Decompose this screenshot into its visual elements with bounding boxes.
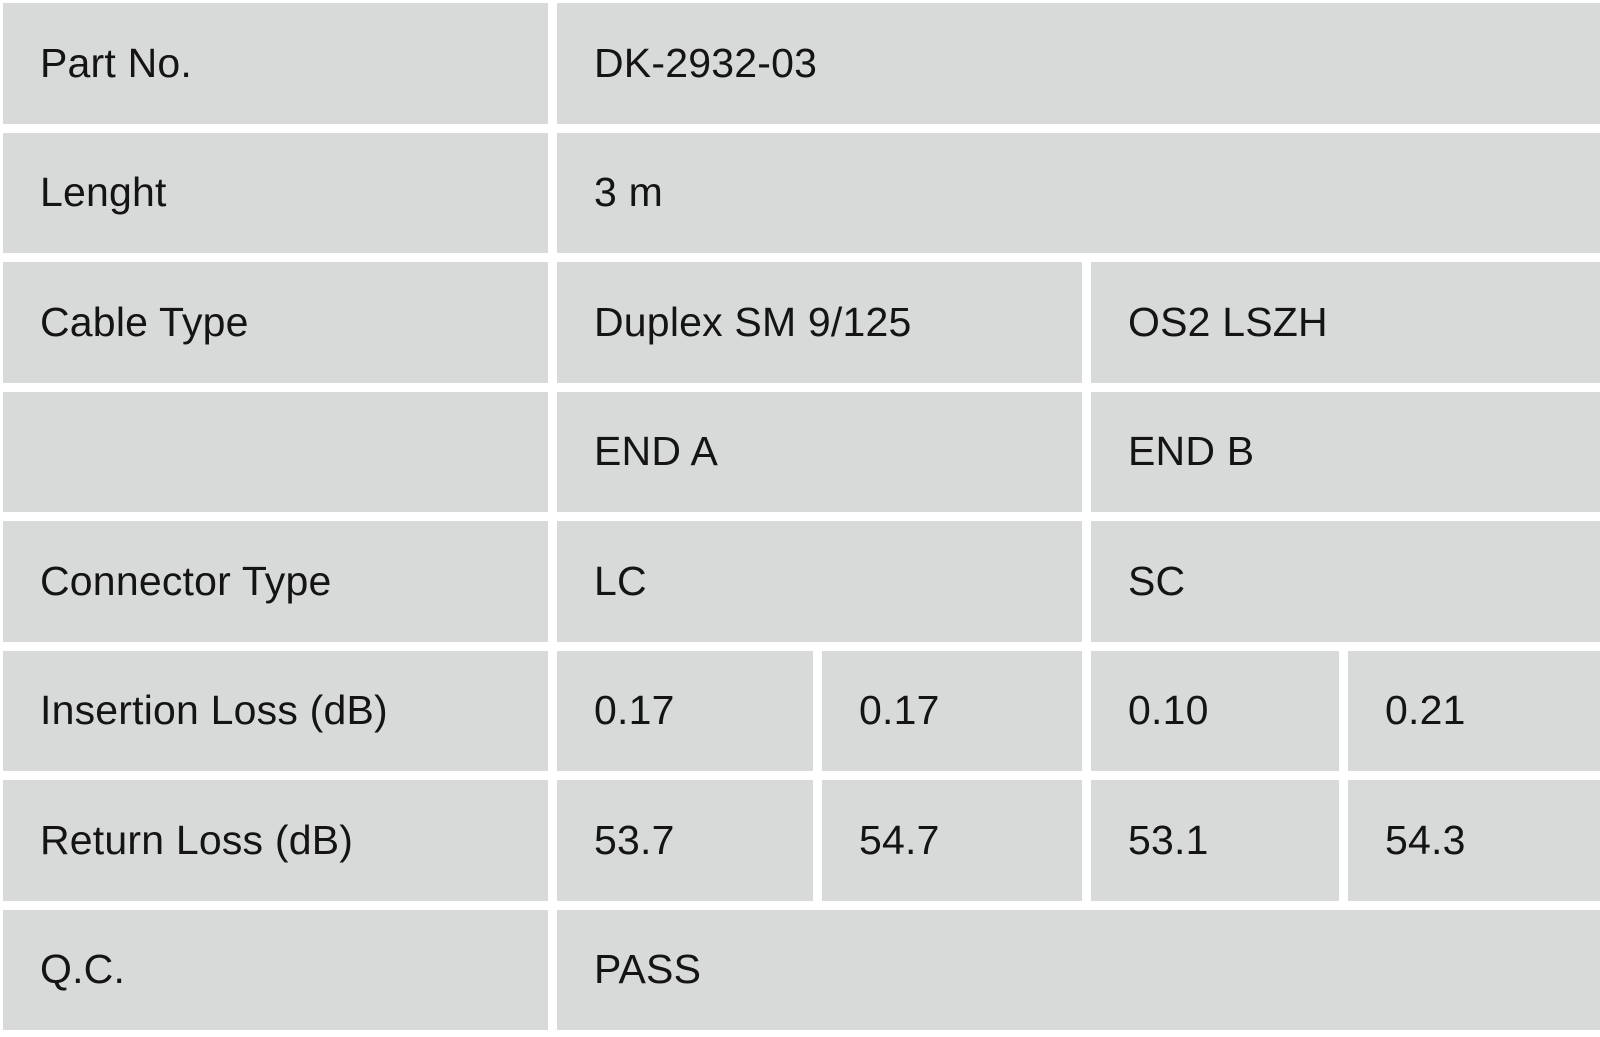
return-loss-end-b-fiber-2: 54.3 — [1348, 780, 1600, 901]
cable-type-label: Cable Type — [3, 262, 548, 383]
return-loss-end-a-fiber-2: 54.7 — [822, 780, 1082, 901]
return-loss-label: Return Loss (dB) — [3, 780, 548, 901]
ends-empty-label — [3, 391, 548, 512]
cable-type-value-a: Duplex SM 9/125 — [557, 262, 1082, 383]
cable-type-value-b: OS2 LSZH — [1091, 262, 1600, 383]
connector-type-end-b: SC — [1091, 521, 1600, 642]
return-loss-end-a-fiber-1: 53.7 — [557, 780, 813, 901]
length-label: Lenght — [3, 132, 548, 253]
end-b-header: END B — [1091, 391, 1600, 512]
end-a-header: END A — [557, 391, 1082, 512]
length-value: 3 m — [557, 132, 1600, 253]
qc-label: Q.C. — [3, 909, 548, 1030]
qc-status-value: PASS — [557, 909, 1600, 1030]
connector-type-end-a: LC — [557, 521, 1082, 642]
insertion-loss-end-b-fiber-1: 0.10 — [1091, 650, 1339, 771]
insertion-loss-end-a-fiber-2: 0.17 — [822, 650, 1082, 771]
connector-type-label: Connector Type — [3, 521, 548, 642]
insertion-loss-label: Insertion Loss (dB) — [3, 650, 548, 771]
return-loss-end-b-fiber-1: 53.1 — [1091, 780, 1339, 901]
insertion-loss-end-a-fiber-1: 0.17 — [557, 650, 813, 771]
part-no-value: DK-2932-03 — [557, 3, 1600, 124]
part-no-label: Part No. — [3, 3, 548, 124]
insertion-loss-end-b-fiber-2: 0.21 — [1348, 650, 1600, 771]
